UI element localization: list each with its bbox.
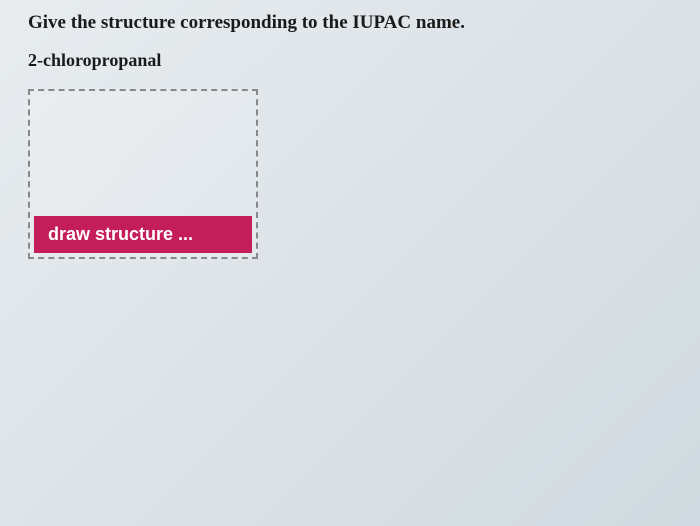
question-title: Give the structure corresponding to the … [28, 12, 672, 34]
compound-name: 2-chloropropanal [28, 50, 672, 71]
draw-structure-button[interactable]: draw structure ... [34, 216, 252, 253]
structure-drawing-area[interactable]: draw structure ... [28, 89, 258, 259]
